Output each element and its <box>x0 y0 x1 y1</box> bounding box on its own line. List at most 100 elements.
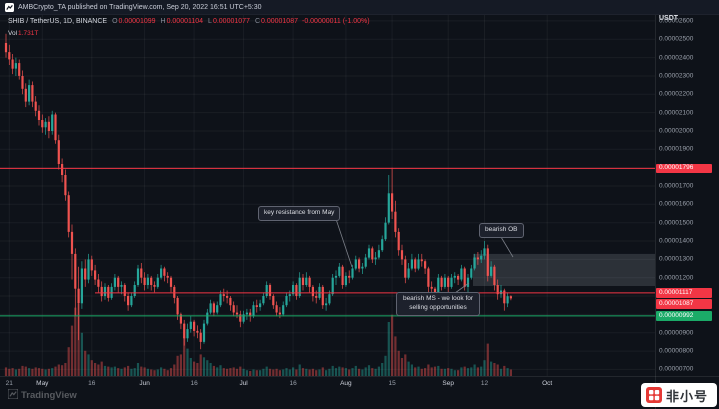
candle <box>305 277 308 285</box>
candle <box>351 268 354 278</box>
candle <box>61 164 64 175</box>
tradingview-watermark[interactable]: TradingView <box>7 388 77 402</box>
candle <box>28 85 31 102</box>
callout-key-resistance[interactable]: key resistance from May <box>258 206 341 221</box>
candle <box>331 277 334 295</box>
current-price-tag: 0.00001087 <box>656 299 712 309</box>
grid-layer <box>0 14 655 376</box>
tradingview-watermark-text: TradingView <box>21 390 77 401</box>
candle <box>252 305 255 317</box>
candle <box>123 285 126 296</box>
price-axis-label: 0.00001500 <box>659 219 694 227</box>
candle <box>222 294 225 296</box>
price-axis-separator <box>655 14 656 409</box>
candle <box>47 121 50 131</box>
candle <box>325 303 328 306</box>
leader-lines-layer <box>335 218 514 294</box>
candle <box>209 303 212 313</box>
volume-label[interactable]: Vol <box>8 29 18 37</box>
callout-bearish-ob[interactable]: bearish OB <box>479 223 524 238</box>
candle <box>295 285 298 296</box>
candle <box>133 285 136 296</box>
change-value: -0.00000011 (-1.00%) <box>301 18 370 25</box>
candle <box>212 303 215 313</box>
price-axis-label: 0.00002500 <box>659 35 694 43</box>
candle <box>272 296 275 306</box>
price-axis[interactable]: USDT 0.00002600 0.00002500 0.00002400 0.000… <box>655 0 719 409</box>
candle <box>54 114 57 141</box>
candle <box>420 259 423 262</box>
candle <box>348 275 351 278</box>
candle <box>496 285 499 295</box>
candle <box>410 259 413 269</box>
candle <box>130 296 133 306</box>
candle <box>146 277 149 285</box>
quote-currency-label: USDT <box>659 15 679 22</box>
candle <box>21 76 24 89</box>
candle <box>202 323 206 342</box>
candle <box>447 277 450 287</box>
candle <box>400 250 404 260</box>
candle <box>367 248 371 258</box>
time-axis-separator <box>0 376 719 377</box>
candle <box>440 277 443 287</box>
candle <box>143 277 146 285</box>
high-value: 0.00001104 <box>166 18 204 25</box>
price-axis-label: 0.00002400 <box>659 54 694 62</box>
candle <box>232 305 235 313</box>
price-level-tag: 0.00001117 <box>656 288 712 298</box>
candle <box>90 259 93 271</box>
candle <box>486 248 489 276</box>
time-axis[interactable]: 21 May 16 Jun 16 Jul 16 Aug 15 Sep 12 Oct <box>0 377 655 392</box>
price-axis-label: 0.00001300 <box>659 255 694 263</box>
tradingview-logo-icon <box>5 2 14 12</box>
candle <box>503 290 506 304</box>
price-axis-label: 0.00002100 <box>659 109 694 117</box>
callout-bearish-ms[interactable]: bearish MS - we look for selling opportu… <box>396 292 480 316</box>
feixiaohao-logo-icon <box>645 387 662 403</box>
candle <box>443 277 446 287</box>
price-axis-label: 0.00001200 <box>659 274 694 282</box>
candle <box>499 290 503 295</box>
candle <box>80 268 83 304</box>
candle <box>245 312 248 315</box>
candle <box>87 259 90 280</box>
candle <box>384 222 387 240</box>
candle <box>24 88 27 102</box>
high-label: H <box>160 18 166 25</box>
candle <box>229 297 232 306</box>
candle <box>179 314 182 324</box>
candle <box>334 275 338 278</box>
candle <box>183 323 186 339</box>
candle <box>11 59 14 69</box>
price-level-tag: 0.00000992 <box>656 311 712 321</box>
time-axis-label: Oct <box>542 380 553 387</box>
candle <box>424 261 427 269</box>
candle <box>186 329 189 339</box>
tradingview-watermark-icon <box>7 388 19 402</box>
publisher-line: AMBCrypto_TA published on TradingView.co… <box>18 3 262 11</box>
candle <box>18 63 21 76</box>
symbol-title[interactable]: SHIB / TetherUS, 1D, BINANCE <box>8 18 108 25</box>
candle <box>397 231 400 251</box>
candle <box>315 296 318 298</box>
candle <box>153 285 156 287</box>
time-axis-label: Aug <box>340 380 352 387</box>
close-value: 0.00001087 <box>261 18 298 25</box>
candle <box>166 275 169 278</box>
candle <box>199 332 202 342</box>
price-axis-label: 0.00002200 <box>659 90 694 98</box>
candle <box>113 277 116 287</box>
candle <box>136 268 140 285</box>
candle <box>311 286 314 297</box>
candle <box>358 259 361 269</box>
candle <box>341 266 344 285</box>
time-axis-label: 16 <box>289 380 297 387</box>
price-axis-label: 0.00002300 <box>659 72 694 80</box>
candle <box>490 266 493 276</box>
order-block-zone[interactable] <box>473 253 655 286</box>
candle <box>226 296 229 298</box>
candle <box>4 43 8 53</box>
